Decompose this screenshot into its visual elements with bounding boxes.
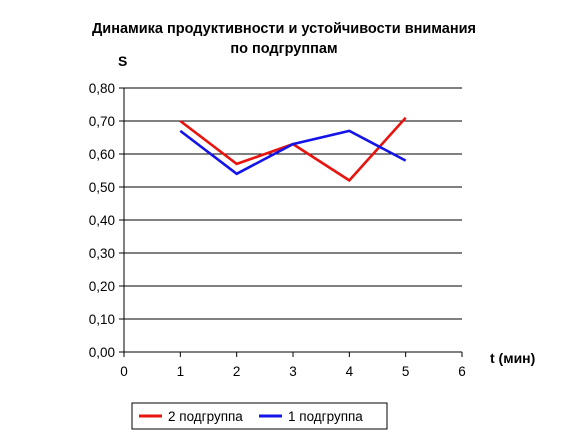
- legend: 2 подгруппа 1 подгруппа: [131, 402, 388, 430]
- y-tick-label: 0,80: [89, 81, 115, 96]
- y-tick-label: 0,50: [89, 180, 115, 195]
- gridlines: [124, 87, 462, 320]
- chart-title-line-2: по подгруппам: [230, 41, 337, 57]
- legend-label-2-podgruppa: 2 подгруппа: [168, 409, 243, 424]
- y-tick-label: 0,10: [89, 312, 115, 327]
- y-tick-labels: 0,00 0,10 0,20 0,30 0,40 0,50 0,60 0,70 0,80: [89, 81, 115, 360]
- x-tick-label: 1: [177, 364, 185, 379]
- series-lines: [179, 116, 407, 183]
- x-tick-labels: 0 1 2 3 4 5 6: [120, 364, 466, 379]
- y-tick-label: 0,30: [89, 246, 115, 261]
- series-line-1-podgruppa: [179, 129, 407, 176]
- x-axis-title: t (мин): [490, 350, 535, 366]
- y-tick-label: 0,00: [89, 345, 115, 360]
- x-tick-label: 6: [458, 364, 466, 379]
- y-axis-title: S: [118, 53, 127, 69]
- legend-label-1-podgruppa: 1 подгруппа: [288, 409, 363, 424]
- axes: [119, 87, 463, 357]
- y-tick-label: 0,40: [89, 213, 115, 228]
- series-line-2-podgruppa: [179, 116, 407, 183]
- x-tick-label: 4: [346, 364, 354, 379]
- x-tick-label: 0: [120, 364, 128, 379]
- x-tick-label: 5: [402, 364, 410, 379]
- chart-title-line-1: Динамика продуктивности и устойчивости в…: [92, 21, 476, 37]
- y-tick-label: 0,20: [89, 279, 115, 294]
- x-tick-label: 2: [233, 364, 241, 379]
- y-tick-label: 0,60: [89, 147, 115, 162]
- x-tick-label: 3: [289, 364, 297, 379]
- y-tick-label: 0,70: [89, 114, 115, 129]
